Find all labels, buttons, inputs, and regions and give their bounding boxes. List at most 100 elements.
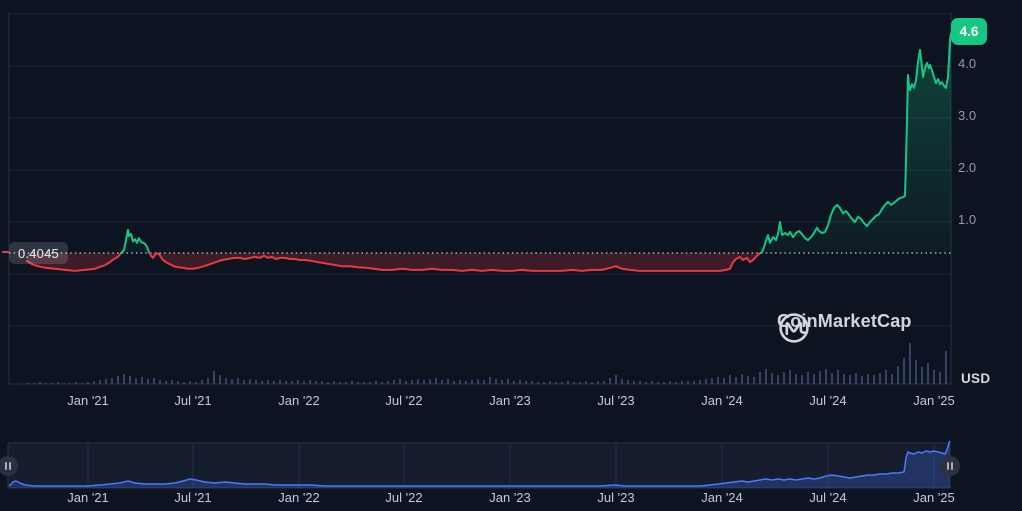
volume-bar: [657, 382, 659, 384]
y-axis-label: 3.0: [958, 108, 977, 124]
price-line-green: [759, 32, 952, 254]
coinmarketcap-wordmark: CoinMarketCap: [777, 311, 912, 331]
navigator-x-axis-label: Jan '25: [913, 490, 955, 505]
volume-bar: [747, 376, 749, 384]
navigator-x-axis-label: Jan '24: [701, 490, 743, 505]
price-line-red: [26, 252, 123, 272]
volume-bar: [891, 374, 893, 384]
volume-bar: [471, 380, 473, 384]
volume-bar: [879, 373, 881, 384]
coinmarketcap-watermark: CoinMarketCap: [777, 311, 912, 343]
navigator-handle-right[interactable]: [940, 456, 960, 476]
volume-bar: [915, 360, 917, 384]
volume-bar: [81, 383, 83, 384]
volume-bar: [567, 381, 569, 384]
volume-bar: [165, 381, 167, 384]
volume-bar: [699, 380, 701, 384]
volume-bar: [531, 381, 533, 384]
volume-bar: [147, 379, 149, 384]
volume-bar: [159, 380, 161, 384]
volume-bar: [195, 382, 197, 384]
volume-bar: [801, 375, 803, 384]
volume-bar: [63, 383, 65, 384]
volume-bar: [861, 376, 863, 384]
navigator-x-axis-label: Jan '21: [67, 490, 109, 505]
volume-bar: [255, 380, 257, 384]
y-axis-label: 1.0: [958, 212, 977, 228]
last-price-badge: 4.6: [951, 18, 987, 45]
volume-bar: [627, 380, 629, 384]
volume-bar: [609, 378, 611, 384]
volume-bar: [399, 379, 401, 384]
x-axis-label: Jan '23: [489, 393, 531, 408]
volume-bar: [771, 373, 773, 384]
volume-bar: [873, 375, 875, 384]
volume-bar: [225, 378, 227, 384]
navigator-handle-left[interactable]: [0, 456, 18, 476]
volume-bar: [645, 382, 647, 384]
volume-bar: [693, 381, 695, 384]
volume-bar: [291, 381, 293, 384]
volume-bar: [633, 381, 635, 384]
volume-bar: [675, 382, 677, 384]
volume-bar: [855, 373, 857, 384]
volume-bar: [213, 371, 215, 384]
volume-bar: [561, 382, 563, 384]
volume-bar: [495, 379, 497, 384]
volume-bar: [813, 374, 815, 384]
volume-bar: [729, 375, 731, 384]
volume-bar: [129, 376, 131, 384]
volume-bar: [321, 381, 323, 384]
navigator-x-axis-label: Jul '23: [597, 490, 635, 505]
volume-bar: [501, 380, 503, 384]
navigator-x-axis-label: Jul '21: [174, 490, 212, 505]
volume-bar: [237, 378, 239, 384]
volume-bar: [243, 380, 245, 384]
volume-bar: [651, 381, 653, 384]
volume-bar: [375, 381, 377, 384]
price-area-below-baseline: [27, 253, 122, 271]
volume-bar: [687, 381, 689, 384]
volume-bar: [585, 381, 587, 384]
x-axis-label: Jul '24: [809, 393, 847, 408]
volume-bar: [297, 380, 299, 384]
volume-bar: [315, 381, 317, 384]
volume-bar: [351, 381, 353, 384]
volume-bar: [615, 375, 617, 384]
volume-bar: [705, 379, 707, 384]
coinmarketcap-logo-icon: [779, 313, 809, 343]
volume-bar: [75, 382, 77, 384]
drag-handle-icon: [4, 462, 7, 470]
volume-bar: [261, 381, 263, 384]
volume-bar: [99, 380, 101, 384]
volume-bar: [123, 374, 125, 384]
volume-bar: [795, 374, 797, 384]
volume-bar: [549, 381, 551, 384]
x-axis-label: Jan '24: [701, 393, 743, 408]
navigator-track[interactable]: [8, 443, 950, 488]
volume-bar: [45, 383, 47, 384]
volume-bar: [189, 381, 191, 384]
price-line-green: [120, 228, 151, 254]
volume-bar: [579, 382, 581, 384]
volume-bar: [381, 382, 383, 384]
x-axis-label: Jul '23: [597, 393, 635, 408]
volume-bar: [723, 378, 725, 384]
volume-bar: [363, 382, 365, 384]
price-area-below-baseline: [149, 253, 761, 271]
x-axis-label: Jan '22: [278, 393, 320, 408]
volume-bar: [837, 370, 839, 384]
volume-bar: [327, 382, 329, 384]
volume-bar: [525, 381, 527, 384]
volume-bar: [273, 381, 275, 384]
period-open-price-value: 0.4045: [18, 245, 59, 261]
volume-bar: [927, 363, 929, 384]
volume-bar: [285, 381, 287, 384]
volume-bar: [33, 383, 35, 384]
volume-bar: [777, 375, 779, 384]
navigator-background[interactable]: [7, 442, 951, 489]
volume-bar: [945, 351, 947, 384]
volume-bar: [621, 379, 623, 384]
